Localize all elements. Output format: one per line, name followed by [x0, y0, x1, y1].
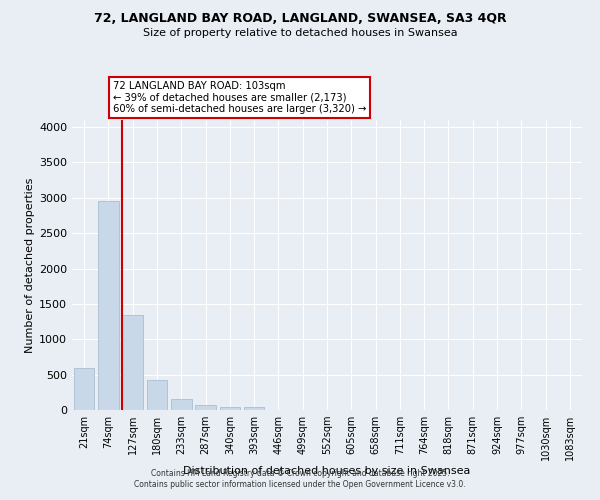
Text: Contains public sector information licensed under the Open Government Licence v3: Contains public sector information licen… — [134, 480, 466, 489]
Bar — [171, 398, 191, 410]
Text: Contains HM Land Registry data © Crown copyright and database right 2025.: Contains HM Land Registry data © Crown c… — [151, 468, 449, 477]
Bar — [146, 380, 167, 410]
Text: 72, LANGLAND BAY ROAD, LANGLAND, SWANSEA, SA3 4QR: 72, LANGLAND BAY ROAD, LANGLAND, SWANSEA… — [94, 12, 506, 26]
Bar — [98, 200, 119, 410]
Bar — [195, 404, 216, 410]
X-axis label: Distribution of detached houses by size in Swansea: Distribution of detached houses by size … — [184, 466, 470, 475]
Bar — [122, 315, 143, 410]
Text: Size of property relative to detached houses in Swansea: Size of property relative to detached ho… — [143, 28, 457, 38]
Bar — [74, 368, 94, 410]
Bar — [220, 407, 240, 410]
Y-axis label: Number of detached properties: Number of detached properties — [25, 178, 35, 352]
Bar — [244, 407, 265, 410]
Text: 72 LANGLAND BAY ROAD: 103sqm
← 39% of detached houses are smaller (2,173)
60% of: 72 LANGLAND BAY ROAD: 103sqm ← 39% of de… — [113, 81, 366, 114]
